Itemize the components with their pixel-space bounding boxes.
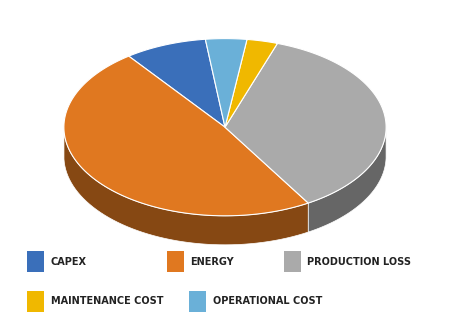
Polygon shape [308,129,386,232]
FancyBboxPatch shape [27,291,44,312]
FancyBboxPatch shape [27,251,44,272]
Polygon shape [129,39,225,127]
Text: ENERGY: ENERGY [190,257,234,266]
Text: CAPEX: CAPEX [51,257,87,266]
Polygon shape [205,38,247,127]
FancyBboxPatch shape [189,291,206,312]
Polygon shape [225,43,386,203]
Polygon shape [225,39,277,127]
Polygon shape [64,130,308,245]
Text: PRODUCTION LOSS: PRODUCTION LOSS [307,257,411,266]
Polygon shape [64,56,308,216]
FancyBboxPatch shape [284,251,301,272]
FancyBboxPatch shape [166,251,184,272]
Text: OPERATIONAL COST: OPERATIONAL COST [213,296,322,306]
Text: MAINTENANCE COST: MAINTENANCE COST [51,296,163,306]
